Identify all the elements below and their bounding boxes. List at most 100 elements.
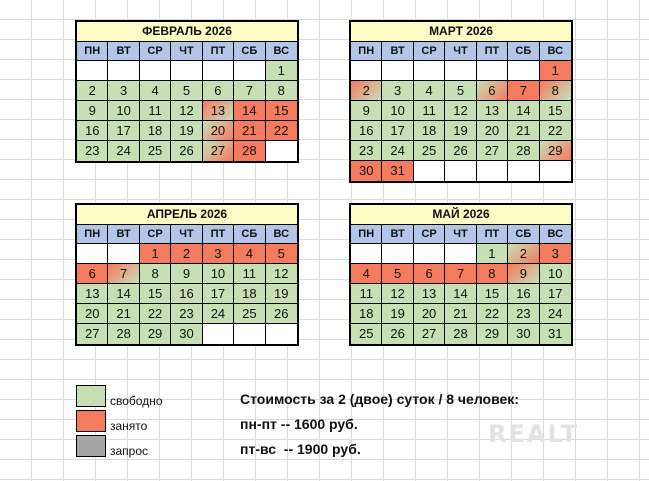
day-cell[interactable]: 6 [202, 81, 235, 101]
day-cell[interactable]: 10 [202, 264, 235, 284]
day-cell[interactable]: 14 [108, 284, 140, 304]
day-cell[interactable]: 2 [508, 244, 540, 264]
day-cell[interactable]: 6 [77, 264, 109, 284]
day-cell[interactable]: 18 [413, 121, 446, 141]
day-cell[interactable]: 4 [351, 264, 383, 284]
day-cell[interactable]: 1 [139, 244, 172, 264]
day-cell[interactable]: 31 [382, 161, 414, 181]
day-cell[interactable]: 18 [234, 284, 266, 304]
day-cell[interactable]: 21 [234, 121, 266, 141]
day-cell[interactable]: 21 [508, 121, 540, 141]
day-cell[interactable]: 5 [445, 81, 477, 101]
day-cell[interactable]: 29 [539, 141, 571, 161]
day-cell[interactable]: 16 [508, 284, 540, 304]
day-cell[interactable]: 25 [139, 141, 172, 161]
day-cell[interactable]: 22 [539, 121, 571, 141]
day-cell[interactable]: 26 [445, 141, 477, 161]
day-cell[interactable]: 4 [139, 81, 172, 101]
day-cell[interactable]: 28 [508, 141, 540, 161]
day-cell[interactable]: 25 [413, 141, 446, 161]
day-cell[interactable]: 21 [445, 304, 477, 324]
day-cell[interactable]: 23 [171, 304, 203, 324]
day-cell[interactable]: 25 [234, 304, 266, 324]
day-cell[interactable]: 1 [539, 61, 571, 81]
day-cell[interactable]: 28 [234, 141, 266, 161]
day-cell[interactable]: 12 [445, 101, 477, 121]
day-cell[interactable]: 12 [171, 101, 203, 121]
day-cell[interactable]: 5 [265, 244, 297, 264]
day-cell[interactable]: 19 [265, 284, 297, 304]
day-cell[interactable]: 5 [382, 264, 414, 284]
day-cell[interactable]: 17 [539, 284, 571, 304]
day-cell[interactable]: 31 [539, 324, 571, 344]
day-cell[interactable]: 7 [445, 264, 477, 284]
day-cell[interactable]: 7 [234, 81, 266, 101]
day-cell[interactable]: 9 [171, 264, 203, 284]
day-cell[interactable]: 2 [77, 81, 109, 101]
day-cell[interactable]: 23 [351, 141, 383, 161]
day-cell[interactable]: 28 [108, 324, 140, 344]
day-cell[interactable]: 22 [476, 304, 509, 324]
day-cell[interactable]: 8 [265, 81, 297, 101]
day-cell[interactable]: 14 [508, 101, 540, 121]
day-cell[interactable]: 21 [108, 304, 140, 324]
day-cell[interactable]: 7 [108, 264, 140, 284]
day-cell[interactable]: 22 [265, 121, 297, 141]
day-cell[interactable]: 13 [476, 101, 509, 121]
day-cell[interactable]: 15 [265, 101, 297, 121]
day-cell[interactable]: 9 [508, 264, 540, 284]
day-cell[interactable]: 1 [265, 61, 297, 81]
day-cell[interactable]: 26 [171, 141, 203, 161]
day-cell[interactable]: 30 [171, 324, 203, 344]
day-cell[interactable]: 3 [202, 244, 235, 264]
day-cell[interactable]: 23 [508, 304, 540, 324]
day-cell[interactable]: 4 [234, 244, 266, 264]
day-cell[interactable]: 17 [202, 284, 235, 304]
day-cell[interactable]: 13 [77, 284, 109, 304]
day-cell[interactable]: 2 [171, 244, 203, 264]
day-cell[interactable]: 16 [77, 121, 109, 141]
day-cell[interactable]: 10 [539, 264, 571, 284]
day-cell[interactable]: 9 [77, 101, 109, 121]
day-cell[interactable]: 3 [108, 81, 140, 101]
day-cell[interactable]: 24 [382, 141, 414, 161]
day-cell[interactable]: 24 [539, 304, 571, 324]
day-cell[interactable]: 3 [539, 244, 571, 264]
day-cell[interactable]: 20 [413, 304, 446, 324]
day-cell[interactable]: 27 [476, 141, 509, 161]
day-cell[interactable]: 11 [139, 101, 172, 121]
day-cell[interactable]: 30 [508, 324, 540, 344]
day-cell[interactable]: 9 [351, 101, 383, 121]
day-cell[interactable]: 6 [476, 81, 509, 101]
day-cell[interactable]: 20 [77, 304, 109, 324]
day-cell[interactable]: 3 [382, 81, 414, 101]
day-cell[interactable]: 26 [265, 304, 297, 324]
day-cell[interactable]: 27 [77, 324, 109, 344]
day-cell[interactable]: 27 [413, 324, 446, 344]
day-cell[interactable]: 6 [413, 264, 446, 284]
day-cell[interactable]: 19 [171, 121, 203, 141]
day-cell[interactable]: 1 [476, 244, 509, 264]
day-cell[interactable]: 17 [382, 121, 414, 141]
day-cell[interactable]: 15 [139, 284, 172, 304]
day-cell[interactable]: 16 [171, 284, 203, 304]
day-cell[interactable]: 13 [413, 284, 446, 304]
day-cell[interactable]: 17 [108, 121, 140, 141]
day-cell[interactable]: 19 [445, 121, 477, 141]
day-cell[interactable]: 14 [445, 284, 477, 304]
day-cell[interactable]: 24 [108, 141, 140, 161]
day-cell[interactable]: 13 [202, 101, 235, 121]
day-cell[interactable]: 2 [351, 81, 383, 101]
day-cell[interactable]: 26 [382, 324, 414, 344]
day-cell[interactable]: 15 [476, 284, 509, 304]
day-cell[interactable]: 20 [476, 121, 509, 141]
day-cell[interactable]: 4 [413, 81, 446, 101]
day-cell[interactable]: 12 [265, 264, 297, 284]
day-cell[interactable]: 29 [476, 324, 509, 344]
day-cell[interactable]: 30 [351, 161, 383, 181]
day-cell[interactable]: 25 [351, 324, 383, 344]
day-cell[interactable]: 29 [139, 324, 172, 344]
day-cell[interactable]: 28 [445, 324, 477, 344]
day-cell[interactable]: 18 [139, 121, 172, 141]
day-cell[interactable]: 14 [234, 101, 266, 121]
